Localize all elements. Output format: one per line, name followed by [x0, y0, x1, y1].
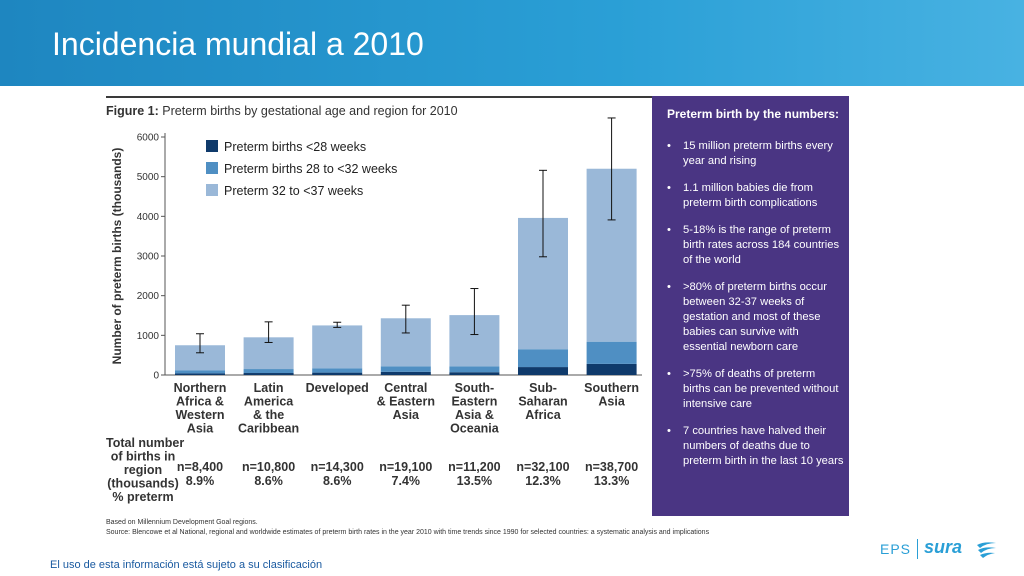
- bar-segment-1: [175, 373, 225, 375]
- preterm-births-chart: 0 1000 2000 3000 4000 5000 6000 Number of prete…: [106, 117, 642, 504]
- bar-segment-1: [449, 372, 500, 375]
- legend-swatch: [206, 184, 218, 196]
- figure-title: Figure 1: Preterm births by gestational …: [106, 104, 458, 118]
- x-category-label: Developed: [306, 381, 369, 395]
- percent-preterm-label: 8.9%: [186, 474, 215, 488]
- total-births-label: n=19,100: [379, 460, 432, 474]
- legend-label: Preterm 32 to <37 weeks: [224, 184, 363, 198]
- x-category-label: Caribbean: [238, 422, 299, 436]
- logo-eps-text: EPS: [880, 541, 912, 557]
- figure-top-rule: [106, 96, 652, 98]
- bar-segment-2: [243, 369, 294, 374]
- x-category-label: America: [244, 395, 294, 409]
- percent-preterm-label: 13.5%: [457, 474, 492, 488]
- panel-item: >75% of deaths of preterm births can be …: [666, 367, 844, 412]
- total-births-label: n=32,100: [516, 460, 569, 474]
- panel-item: >80% of preterm births occur between 32-…: [666, 280, 844, 355]
- x-category-label: Asia: [598, 395, 625, 409]
- y-tick-label: 5000: [137, 172, 160, 183]
- y-tick-label: 4000: [137, 212, 160, 223]
- y-axis-label: Number of preterm births (thousands): [110, 148, 124, 365]
- x-category-label: Sub-: [529, 381, 557, 395]
- bar-segment-2: [518, 349, 568, 368]
- y-tick-label: 3000: [137, 252, 160, 263]
- logo-sura-text: sura: [924, 537, 963, 557]
- bar-segment-1: [586, 363, 637, 375]
- panel-list: 15 million preterm births every year and…: [666, 139, 844, 481]
- x-category-label: Saharan: [518, 395, 567, 409]
- totals-row-label: (thousands): [107, 477, 179, 491]
- x-category-label: Latin: [254, 381, 284, 395]
- panel-item: 5-18% is the range of preterm birth rate…: [666, 223, 844, 268]
- panel-item: 7 countries have halved their numbers of…: [666, 424, 844, 469]
- x-category-label: & the: [253, 408, 284, 422]
- bar-segment-1: [518, 367, 568, 375]
- figure-note-source: Source: Blencowe et al National, regiona…: [106, 529, 710, 536]
- bar-segment-2: [586, 341, 637, 364]
- classification-note: El uso de esta información está sujeto a…: [50, 559, 323, 571]
- y-tick-label: 2000: [137, 291, 160, 302]
- percent-preterm-label: 7.4%: [392, 474, 421, 488]
- x-category-label: Asia &: [455, 408, 494, 422]
- x-category-label: Western: [175, 408, 224, 422]
- y-tick-label: 0: [153, 371, 159, 382]
- legend-label: Preterm births <28 weeks: [224, 140, 366, 154]
- sura-logo: EPS sura: [880, 537, 1000, 561]
- x-category-label: & Eastern: [377, 395, 435, 409]
- panel-title: Preterm birth by the numbers:: [667, 107, 840, 121]
- header-bar: Incidencia mundial a 2010: [0, 0, 1024, 86]
- legend-label: Preterm births 28 to <32 weeks: [224, 162, 397, 176]
- x-category-label: Oceania: [450, 422, 500, 436]
- percent-preterm-label: 13.3%: [594, 474, 629, 488]
- total-births-label: n=14,300: [311, 460, 364, 474]
- figure-note-regions: Based on Millennium Development Goal reg…: [106, 519, 258, 526]
- total-births-label: n=10,800: [242, 460, 295, 474]
- x-category-label: Asia: [187, 422, 214, 436]
- x-category-label: Northern: [174, 381, 227, 395]
- y-tick-label: 6000: [137, 133, 160, 144]
- x-category-label: Central: [384, 381, 427, 395]
- panel-item: 1.1 million babies die from preterm birt…: [666, 181, 844, 211]
- bar-segment-1: [380, 371, 431, 375]
- totals-row-label: Total number: [106, 436, 184, 450]
- bar-segment-1: [312, 372, 363, 375]
- total-births-label: n=8,400: [177, 460, 223, 474]
- bar-segment-1: [243, 373, 294, 375]
- x-category-label: Asia: [393, 408, 420, 422]
- total-births-label: n=11,200: [448, 460, 501, 474]
- x-category-label: Africa &: [176, 395, 224, 409]
- bar-segment-3: [312, 325, 363, 369]
- x-category-label: South-: [455, 381, 495, 395]
- figure-title-bold: Figure 1:: [106, 104, 159, 118]
- x-category-label: Eastern: [451, 395, 497, 409]
- figure-title-rest: Preterm births by gestational age and re…: [158, 104, 458, 118]
- numbers-panel: Preterm birth by the numbers: 15 million…: [652, 96, 849, 516]
- legend-swatch: [206, 162, 218, 174]
- y-tick-label: 1000: [137, 331, 160, 342]
- bar-segment-2: [175, 370, 225, 374]
- logo-divider: [917, 539, 918, 559]
- percent-preterm-label: 12.3%: [525, 474, 560, 488]
- wave-icon: [977, 542, 996, 558]
- bar-segment-2: [449, 366, 500, 373]
- figure-notes: Based on Millennium Development Goal reg…: [106, 518, 709, 538]
- percent-preterm-label: 8.6%: [254, 474, 283, 488]
- bar-segment-2: [380, 366, 431, 372]
- totals-row-label: of births in: [111, 450, 176, 464]
- x-category-label: Africa: [525, 408, 561, 422]
- percent-preterm-label: 8.6%: [323, 474, 352, 488]
- legend-swatch: [206, 140, 218, 152]
- x-category-label: Southern: [584, 381, 639, 395]
- totals-row-label: % preterm: [112, 490, 173, 504]
- page-title: Incidencia mundial a 2010: [52, 26, 424, 62]
- totals-row-label: region: [124, 463, 162, 477]
- total-births-label: n=38,700: [585, 460, 638, 474]
- panel-item: 15 million preterm births every year and…: [666, 139, 844, 169]
- bar-segment-2: [312, 368, 363, 373]
